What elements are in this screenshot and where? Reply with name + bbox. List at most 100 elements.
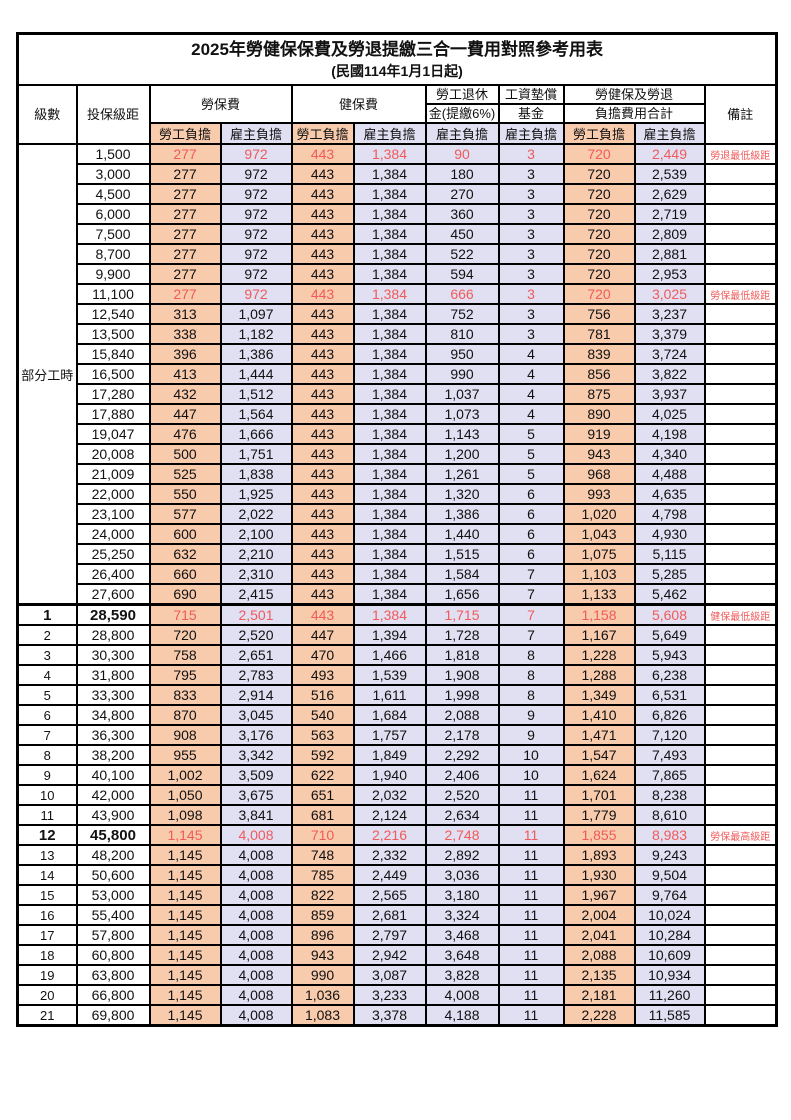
health-worker-cell: 443 xyxy=(290,263,355,285)
bracket-cell: 22,000 xyxy=(75,483,151,505)
bracket-cell: 7,500 xyxy=(75,223,151,245)
remark-cell xyxy=(703,624,778,646)
health-worker-cell: 443 xyxy=(290,323,355,345)
total-worker-cell: 2,181 xyxy=(562,984,636,1006)
remark-cell xyxy=(703,523,778,545)
wage-fund-employer-cell: 6 xyxy=(497,483,565,505)
subheader-wage-fund-employer: 雇主負擔 xyxy=(497,122,565,145)
labor-worker-cell: 1,002 xyxy=(148,764,222,786)
health-employer-cell: 1,539 xyxy=(352,664,427,686)
health-worker-cell: 443 xyxy=(290,243,355,265)
bracket-cell: 33,300 xyxy=(75,684,151,706)
total-employer-cell: 3,237 xyxy=(633,303,706,325)
page-title: 2025年勞健保保費及勞退提繳三合一費用對照參考用表 xyxy=(191,39,603,59)
labor-employer-cell: 2,501 xyxy=(219,603,293,626)
labor-employer-cell: 1,666 xyxy=(219,423,293,445)
total-worker-cell: 2,041 xyxy=(562,924,636,946)
labor-worker-cell: 870 xyxy=(148,704,222,726)
pension-employer-cell: 2,292 xyxy=(424,744,500,766)
wage-fund-employer-cell: 10 xyxy=(497,744,565,766)
total-worker-cell: 720 xyxy=(562,283,636,305)
bracket-cell: 42,000 xyxy=(75,784,151,806)
labor-worker-cell: 660 xyxy=(148,563,222,585)
wage-fund-employer-cell: 3 xyxy=(497,183,565,205)
pension-employer-cell: 3,036 xyxy=(424,864,500,886)
subheader-total-worker: 勞工負擔 xyxy=(562,122,636,145)
bracket-cell: 19,047 xyxy=(75,423,151,445)
total-employer-cell: 2,629 xyxy=(633,183,706,205)
labor-worker-cell: 277 xyxy=(148,203,222,225)
total-employer-cell: 3,822 xyxy=(633,363,706,385)
total-employer-cell: 4,025 xyxy=(633,403,706,425)
labor-worker-cell: 1,145 xyxy=(148,964,222,986)
health-employer-cell: 2,332 xyxy=(352,844,427,866)
health-employer-cell: 1,384 xyxy=(352,303,427,325)
table-row: 12,540 313 1,097 443 1,384 752 3 756 3,237 xyxy=(18,303,778,325)
labor-worker-cell: 1,145 xyxy=(148,984,222,1006)
column-header-total-line1: 勞健保及勞退 xyxy=(562,84,706,105)
health-employer-cell: 1,384 xyxy=(352,383,427,405)
health-employer-cell: 2,124 xyxy=(352,804,427,826)
labor-worker-cell: 1,145 xyxy=(148,884,222,906)
pension-employer-cell: 1,143 xyxy=(424,423,500,445)
subheader-pension-employer: 雇主負擔 xyxy=(424,122,500,145)
pension-employer-cell: 3,828 xyxy=(424,964,500,986)
wage-fund-employer-cell: 4 xyxy=(497,383,565,405)
remark-cell xyxy=(703,363,778,385)
table-row: 19 63,800 1,145 4,008 990 3,087 3,828 11 2,135 10… xyxy=(16,964,778,986)
health-employer-cell: 1,384 xyxy=(352,323,427,345)
total-employer-cell: 6,531 xyxy=(633,684,706,706)
bracket-cell: 66,800 xyxy=(75,984,151,1006)
health-worker-cell: 710 xyxy=(290,824,355,846)
total-employer-cell: 9,504 xyxy=(633,864,706,886)
remark-cell xyxy=(703,664,778,686)
bracket-cell: 13,500 xyxy=(75,323,151,345)
health-worker-cell: 443 xyxy=(290,403,355,425)
pension-employer-cell: 1,261 xyxy=(424,463,500,485)
table-row: 19,047 476 1,666 443 1,384 1,143 5 919 4,198 xyxy=(18,423,778,445)
wage-fund-employer-cell: 11 xyxy=(497,944,565,966)
labor-employer-cell: 1,182 xyxy=(219,323,293,345)
pension-employer-cell: 990 xyxy=(424,363,500,385)
bracket-cell: 60,800 xyxy=(75,944,151,966)
health-employer-cell: 1,384 xyxy=(352,243,427,265)
pension-employer-cell: 666 xyxy=(424,283,500,305)
health-employer-cell: 2,565 xyxy=(352,884,427,906)
labor-employer-cell: 4,008 xyxy=(219,844,293,866)
labor-employer-cell: 2,415 xyxy=(219,583,293,606)
labor-employer-cell: 1,838 xyxy=(219,463,293,485)
labor-worker-cell: 1,145 xyxy=(148,944,222,966)
table-row: 13,500 338 1,182 443 1,384 810 3 781 3,379 xyxy=(18,323,778,345)
total-employer-cell: 5,608 xyxy=(633,603,706,626)
labor-worker-cell: 1,145 xyxy=(148,824,222,846)
wage-fund-employer-cell: 11 xyxy=(497,844,565,866)
total-worker-cell: 1,930 xyxy=(562,864,636,886)
labor-worker-cell: 277 xyxy=(148,263,222,285)
health-employer-cell: 1,384 xyxy=(352,223,427,245)
wage-fund-employer-cell: 6 xyxy=(497,523,565,545)
health-employer-cell: 3,378 xyxy=(352,1004,427,1027)
remark-cell: 健保最低級距 xyxy=(703,603,778,626)
level-cell: 15 xyxy=(16,884,78,906)
health-employer-cell: 1,384 xyxy=(352,443,427,465)
labor-worker-cell: 277 xyxy=(148,183,222,205)
page-subtitle: (民國114年1月1日起) xyxy=(331,62,463,79)
table-row: 15,840 396 1,386 443 1,384 950 4 839 3,724 xyxy=(18,343,778,365)
total-employer-cell: 2,953 xyxy=(633,263,706,285)
remark-cell xyxy=(703,563,778,585)
pension-employer-cell: 1,908 xyxy=(424,664,500,686)
pension-employer-cell: 1,728 xyxy=(424,624,500,646)
labor-worker-cell: 338 xyxy=(148,323,222,345)
health-employer-cell: 2,216 xyxy=(352,824,427,846)
labor-worker-cell: 690 xyxy=(148,583,222,606)
health-worker-cell: 443 xyxy=(290,343,355,365)
wage-fund-employer-cell: 10 xyxy=(497,764,565,786)
pension-employer-cell: 1,515 xyxy=(424,543,500,565)
wage-fund-employer-cell: 4 xyxy=(497,343,565,365)
total-worker-cell: 1,779 xyxy=(562,804,636,826)
header-row-shares: 勞工負擔 雇主負擔 勞工負擔 雇主負擔 雇主負擔 雇主負擔 勞工負擔 雇主負擔 xyxy=(18,122,777,145)
health-worker-cell: 443 xyxy=(290,463,355,485)
column-header-wage-fund-line1: 工資墊償 xyxy=(497,84,565,105)
total-worker-cell: 1,701 xyxy=(562,784,636,806)
health-worker-cell: 681 xyxy=(290,804,355,826)
